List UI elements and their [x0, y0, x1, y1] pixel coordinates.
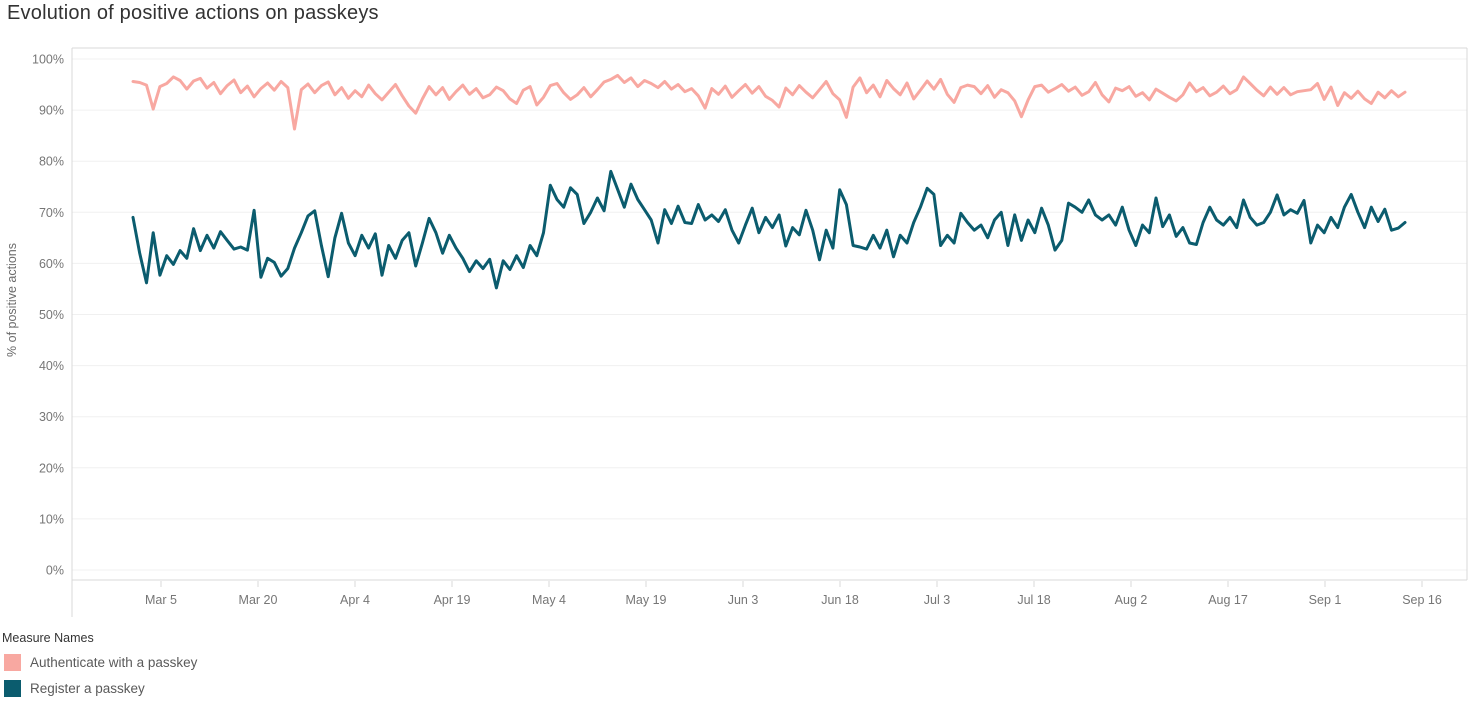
y-tick-label: 70%	[39, 206, 64, 220]
y-axis-title: % of positive actions	[5, 243, 19, 357]
y-tick-label: 0%	[46, 564, 64, 578]
series-line-register-a-passkey[interactable]	[131, 169, 1407, 290]
x-tick-label: Jun 18	[821, 593, 859, 607]
y-tick-label: 80%	[39, 155, 64, 169]
y-tick-label: 90%	[39, 104, 64, 118]
x-tick-label: Jul 18	[1017, 593, 1050, 607]
x-tick-label: May 19	[626, 593, 667, 607]
y-tick-label: 40%	[39, 359, 64, 373]
y-tick-label: 10%	[39, 512, 64, 526]
x-tick-label: May 4	[532, 593, 566, 607]
legend-item-register[interactable]: Register a passkey	[4, 680, 197, 697]
legend-title: Measure Names	[2, 631, 94, 645]
legend-label-authenticate: Authenticate with a passkey	[30, 655, 198, 670]
chart-title: Evolution of positive actions on passkey…	[7, 2, 379, 24]
x-tick-label: Jun 3	[728, 593, 759, 607]
series-line-authenticate-with-a-passkey[interactable]	[131, 73, 1407, 131]
x-tick-label: Mar 20	[239, 593, 278, 607]
legend-label-register: Register a passkey	[30, 681, 145, 696]
y-tick-label: 60%	[39, 257, 64, 271]
x-tick-label: Sep 1	[1309, 593, 1342, 607]
x-tick-label: Apr 19	[434, 593, 471, 607]
y-tick-label: 30%	[39, 410, 64, 424]
x-tick-label: Apr 4	[340, 593, 370, 607]
chart-pane: 0% 10% 20% 30% 40% 50% 60% 70% 80% 90% 100% % of po…	[5, 47, 1468, 617]
y-tick-label: 20%	[39, 461, 64, 475]
x-tick-label: Aug 2	[1115, 593, 1148, 607]
x-tick-label: Jul 3	[924, 593, 950, 607]
x-tick-label: Mar 5	[145, 593, 177, 607]
y-tick-label: 50%	[39, 308, 64, 322]
legend-swatch-register[interactable]	[4, 680, 21, 697]
y-tick-label: 100%	[32, 53, 64, 67]
legend-swatch-authenticate[interactable]	[4, 654, 21, 671]
legend-item-authenticate[interactable]: Authenticate with a passkey	[4, 654, 197, 671]
x-tick-label: Sep 16	[1402, 593, 1442, 607]
legend: Measure Names Authenticate with a passke…	[0, 631, 197, 697]
x-tick-label: Aug 17	[1208, 593, 1248, 607]
